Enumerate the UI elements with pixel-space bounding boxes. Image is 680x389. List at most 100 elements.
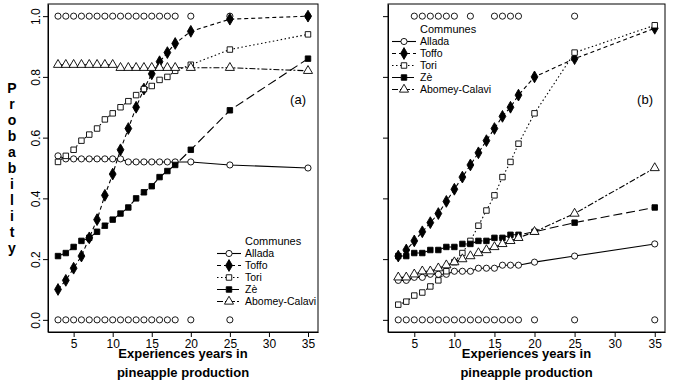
legend-marker	[401, 63, 406, 68]
series-marker	[450, 257, 459, 265]
series-marker	[395, 250, 402, 262]
x-tick-label: 10	[448, 337, 462, 351]
legend-label: Toffo	[245, 259, 268, 271]
series-marker	[507, 101, 514, 113]
x-tick: 30	[263, 332, 277, 351]
legend-marker	[226, 275, 231, 280]
observed-point	[110, 317, 116, 323]
series-marker	[117, 156, 123, 162]
observed-point	[427, 13, 433, 19]
series	[55, 153, 311, 171]
series-marker	[514, 233, 523, 241]
series-marker	[500, 174, 505, 179]
series-marker	[404, 299, 409, 304]
series-marker	[118, 105, 123, 110]
series-marker	[227, 47, 232, 52]
series-marker	[188, 159, 194, 165]
panel: 5101520253035CommunesAlladaToffoToriZèAb…	[383, 4, 666, 380]
series-line	[398, 25, 654, 304]
y-tick	[383, 138, 388, 139]
series-marker	[227, 108, 232, 113]
series-marker	[444, 269, 449, 274]
series-marker	[572, 50, 577, 55]
series-marker	[483, 135, 490, 147]
series-marker	[63, 153, 68, 158]
observed-point	[164, 13, 170, 19]
series-marker	[652, 23, 657, 28]
series-marker	[652, 205, 657, 210]
series-marker	[126, 205, 131, 210]
panel-label: (a)	[290, 92, 306, 107]
observed-point	[427, 317, 433, 323]
y-tick	[383, 320, 388, 321]
y-tick-mark	[43, 320, 48, 321]
plot-frame	[48, 4, 318, 332]
series-marker	[436, 278, 441, 283]
series-marker	[86, 232, 93, 244]
series-marker	[85, 59, 94, 67]
series-line	[398, 28, 654, 256]
series-marker	[506, 236, 515, 244]
panel: 51015202530350.00.20.40.60.81.0CommunesA…	[29, 4, 319, 380]
y-tick-mark	[383, 259, 388, 260]
observed-point	[86, 317, 92, 323]
series-marker	[507, 262, 513, 268]
y-tick-mark	[43, 138, 48, 139]
observed-point	[572, 317, 578, 323]
series-marker	[396, 302, 401, 307]
series-marker	[53, 59, 62, 67]
series-marker	[125, 123, 132, 135]
series-marker	[426, 266, 435, 274]
series-marker	[187, 25, 194, 37]
series-marker	[63, 250, 68, 255]
observed-point	[164, 317, 170, 323]
series-marker	[55, 253, 60, 258]
series-marker	[531, 259, 537, 265]
series-marker	[186, 63, 195, 71]
y-tick-mark	[383, 138, 388, 139]
y-tick-label: 1.0	[29, 8, 43, 25]
y-tick: 0.6	[29, 129, 48, 146]
series-marker	[69, 59, 78, 67]
series-marker	[172, 38, 179, 50]
x-tick: 35	[649, 332, 663, 351]
chart-svg: 51015202530350.00.20.40.60.81.0CommunesA…	[0, 0, 680, 389]
series-marker	[491, 265, 497, 271]
legend-label: Zè	[420, 71, 432, 83]
series	[396, 23, 658, 308]
observed-point	[507, 317, 513, 323]
series-marker	[499, 262, 505, 268]
y-tick	[383, 16, 388, 17]
series-marker	[515, 262, 521, 268]
series-marker	[126, 98, 131, 103]
series-marker	[94, 156, 100, 162]
series-marker	[428, 247, 433, 252]
y-tick	[383, 259, 388, 260]
y-axis-line	[388, 5, 389, 333]
series-marker	[442, 260, 451, 268]
series-marker	[402, 272, 411, 280]
y-tick-label: 0.6	[29, 129, 43, 146]
observed-point	[435, 317, 441, 323]
series-marker	[141, 159, 147, 165]
series-marker	[157, 174, 162, 179]
series-marker	[157, 77, 162, 82]
series-marker	[61, 59, 70, 67]
series-marker	[467, 268, 473, 274]
legend-label: Abomey-Calavi	[420, 83, 491, 95]
series-marker	[171, 63, 180, 71]
series-marker	[410, 269, 419, 277]
x-tick-label: 35	[649, 337, 663, 351]
observed-point	[395, 317, 401, 323]
y-tick-mark	[383, 77, 388, 78]
series-marker	[227, 162, 233, 168]
observed-point	[149, 317, 155, 323]
series-marker	[149, 183, 154, 188]
series-marker	[141, 86, 146, 91]
observed-point	[443, 317, 449, 323]
observed-point	[227, 317, 233, 323]
series-marker	[443, 196, 450, 208]
observed-point	[491, 13, 497, 19]
series-marker	[476, 238, 481, 243]
series-marker	[155, 63, 164, 71]
